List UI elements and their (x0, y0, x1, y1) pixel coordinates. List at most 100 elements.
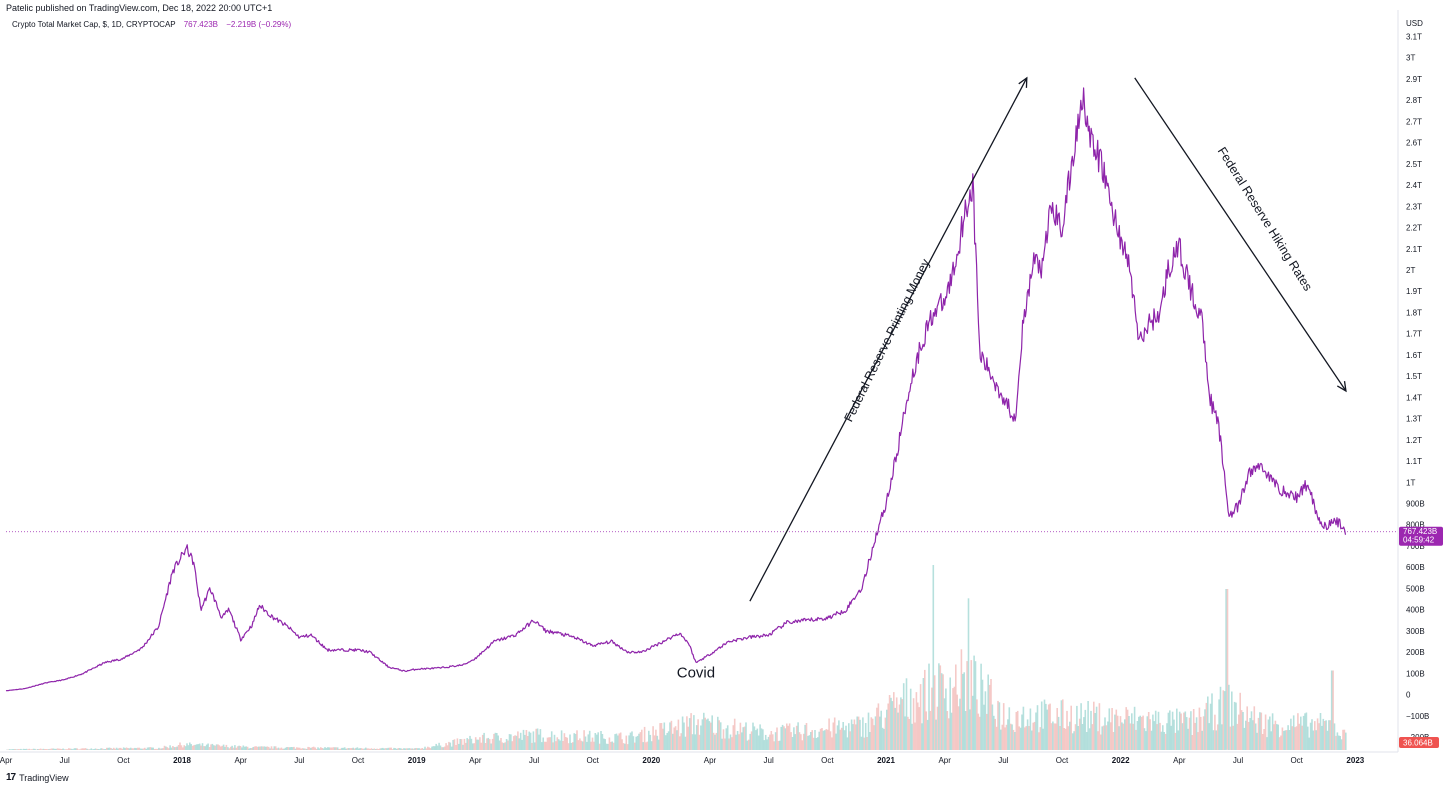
volume-bar (566, 737, 568, 750)
volume-bar (607, 743, 609, 750)
volume-bar (222, 744, 225, 750)
volume-bar (1129, 723, 1132, 750)
y-tick-label: 0 (1406, 691, 1411, 700)
volume-bar (1221, 724, 1223, 750)
volume-bar (650, 741, 653, 750)
volume-bar (1205, 702, 1208, 750)
volume-bar (62, 748, 64, 750)
volume-bar (173, 747, 176, 750)
volume-bar (427, 746, 429, 750)
volume-bar (417, 748, 419, 750)
volume-bar (563, 733, 566, 750)
volume-bar (324, 747, 326, 750)
y-tick-label: 2T (1406, 266, 1415, 275)
volume-bar (757, 735, 760, 750)
volume-bar (86, 748, 88, 750)
volume-bar (239, 746, 242, 750)
volume-bar (1026, 719, 1029, 750)
volume-bar (1195, 717, 1198, 750)
volume-bar (376, 748, 378, 750)
volume-bar (1322, 718, 1325, 750)
volume-bar (83, 748, 85, 750)
volume-bar (144, 747, 146, 750)
y-tick-label: 500B (1406, 584, 1425, 593)
volume-bar (383, 748, 385, 750)
volume-bar (1288, 730, 1291, 750)
volume-bar (1185, 717, 1188, 750)
volume-bar (107, 747, 109, 750)
volume-bar (977, 713, 980, 750)
volume-bar (328, 747, 330, 750)
volume-bar (1323, 721, 1326, 750)
volume-bar (1187, 728, 1189, 750)
volume-bar (967, 598, 970, 750)
volume-bar (35, 749, 38, 750)
volume-bar (752, 722, 754, 750)
volume-bar (153, 749, 156, 750)
volume-bar (177, 745, 180, 750)
volume-bar (460, 739, 463, 750)
volume-bar (674, 726, 677, 750)
volume-bar (236, 746, 239, 750)
y-tick-label: 400B (1406, 606, 1425, 615)
volume-bar (418, 748, 421, 750)
volume-bar (1033, 721, 1036, 750)
volume-bar (1246, 706, 1248, 750)
volume-bar (915, 692, 918, 750)
volume-bar (921, 723, 923, 750)
volume-bar (1091, 724, 1094, 750)
volume-bar (424, 746, 426, 750)
volume-bar (76, 748, 78, 750)
x-tick-label: Oct (352, 756, 365, 765)
volume-bar (490, 743, 492, 750)
volume-bar (842, 722, 844, 750)
footer-brand[interactable]: 17 TradingView (6, 772, 69, 783)
volume-bar (1126, 709, 1129, 750)
volume-bar (912, 698, 915, 750)
volume-bar (1029, 708, 1032, 750)
volume-bar (521, 739, 523, 750)
volume-bar (960, 649, 963, 750)
x-tick-label: Apr (469, 756, 482, 765)
volume-bar (1085, 732, 1088, 750)
volume-bar (24, 749, 26, 750)
volume-bar (194, 744, 197, 750)
volume-bar (1336, 732, 1339, 750)
x-tick-label: Oct (117, 756, 130, 765)
volume-bar (258, 746, 260, 750)
volume-bar (1098, 703, 1101, 750)
volume-bar (1315, 730, 1317, 750)
arrow-head-icon (1018, 76, 1028, 88)
volume-bar (800, 734, 802, 750)
volume-bar (91, 749, 94, 750)
volume-bar (363, 748, 366, 750)
volume-bar (849, 731, 851, 750)
volume-bar (1156, 724, 1158, 750)
volume-bar (597, 732, 599, 750)
volume-bar (649, 734, 652, 750)
volume-bar (284, 747, 287, 750)
y-tick-label: 1.3T (1406, 415, 1422, 424)
volume-bar (474, 737, 477, 750)
volume-bar (888, 695, 891, 750)
volume-bar (300, 748, 302, 750)
volume-bar (750, 731, 753, 750)
volume-bar (780, 726, 782, 750)
volume-bar (739, 722, 742, 750)
volume-bar (1125, 707, 1127, 750)
volume-bar (1053, 723, 1056, 750)
volume-bar (719, 722, 722, 750)
volume-bar (567, 743, 570, 750)
volume-bar (1077, 726, 1080, 750)
volume-bar (53, 748, 56, 750)
volume-bar (529, 732, 532, 750)
volume-bar (919, 684, 922, 750)
volume-bar (156, 748, 159, 750)
volume-bar (1292, 715, 1295, 750)
volume-bar (270, 746, 273, 750)
volume-bar (1280, 735, 1282, 750)
volume-bar (715, 732, 718, 750)
volume-bar (1308, 737, 1310, 750)
y-tick-label: 2.3T (1406, 202, 1422, 211)
